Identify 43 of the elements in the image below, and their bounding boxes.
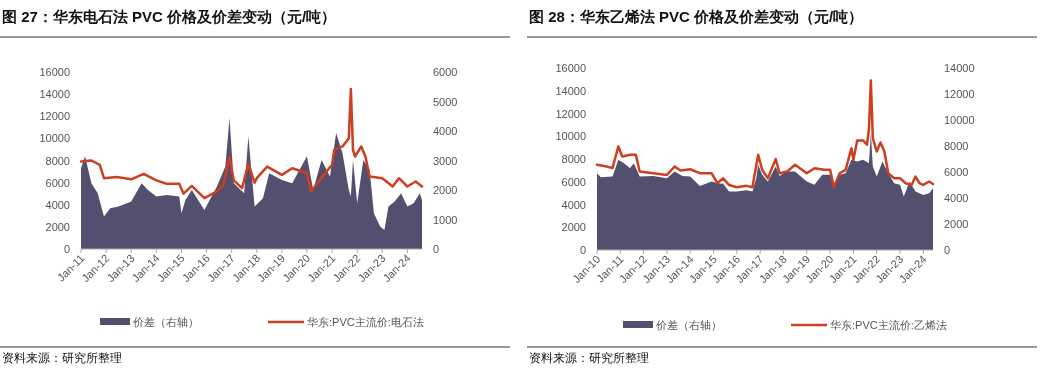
y-tick-label: 12000 [555,107,586,120]
y2-tick-label: 2000 [944,218,969,230]
y-tick-label: 4000 [45,198,70,211]
text: 资料来源：研究所整理 [2,351,122,365]
text: 资料来源：研究所整理 [529,351,649,365]
legend-label: 华东:PVC主流价:电石法 [307,316,424,328]
y-tick-label: 10000 [555,130,586,143]
y2-tick-label: 5000 [433,95,458,108]
y2-tick-label: 4000 [944,192,969,204]
y2-tick-label: 1000 [433,213,458,226]
y2-tick-label: 8000 [944,140,969,152]
y2-tick-label: 4000 [433,125,458,137]
y-tick-label: 12000 [39,110,70,123]
y-tick-label: 0 [63,243,70,255]
chart-title: 图 27：华东电石法 PVC 价格及价差变动（元/吨） [2,8,337,25]
y-tick-label: 16000 [555,62,586,74]
chart-title: 图 28：华东乙烯法 PVC 价格及价差变动（元/吨） [529,8,864,25]
y-tick-label: 8000 [45,154,70,167]
y2-tick-label: 12000 [944,88,975,100]
legend-label: 价差（右轴） [655,319,722,331]
y2-tick-label: 2000 [433,184,458,196]
legend-label: 价差（右轴） [132,316,199,328]
y-tick-label: 10000 [39,132,70,145]
legend-label: 华东:PVC主流价:乙烯法 [830,319,947,331]
y2-tick-label: 10000 [944,114,975,126]
y2-tick-label: 0 [944,244,951,256]
line-series [595,79,935,189]
y-tick-label: 16000 [39,66,70,78]
y2-tick-label: 6000 [944,166,969,178]
line-series [79,87,424,200]
y-tick-label: 0 [579,244,586,256]
y-tick-label: 2000 [45,220,70,233]
y2-tick-label: 6000 [433,66,458,78]
y-tick-label: 14000 [555,84,586,97]
y-tick-label: 14000 [39,88,70,101]
y2-tick-label: 0 [433,243,440,255]
y-tick-label: 2000 [561,221,586,234]
y-tick-label: 6000 [561,175,586,188]
y2-tick-label: 14000 [944,62,975,74]
y-tick-label: 8000 [561,153,586,165]
y-tick-label: 4000 [561,198,586,211]
y2-tick-label: 3000 [433,154,458,167]
y-tick-label: 6000 [45,176,70,189]
